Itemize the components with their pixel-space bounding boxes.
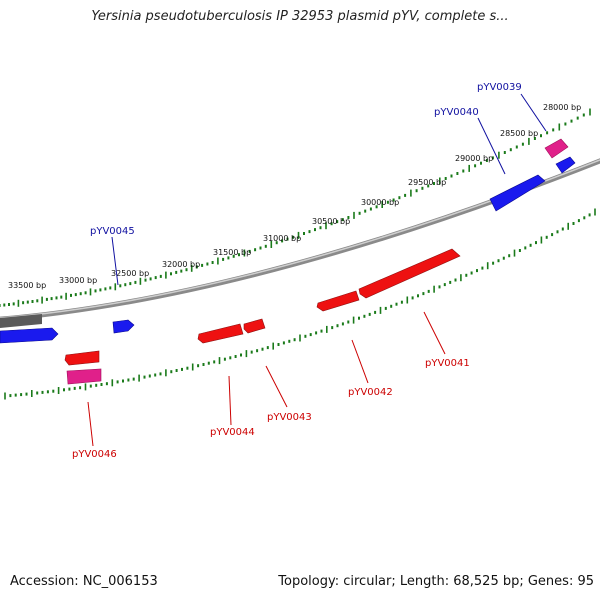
reverse-genes xyxy=(64,248,461,385)
topology-summary: Topology: circular; Length: 68,525 bp; G… xyxy=(278,574,594,589)
gene-label: pYV0043 xyxy=(267,412,312,423)
tick-labels: 28000 bp 28500 bp 29000 bp 29500 bp 3000… xyxy=(8,103,581,290)
gene-pYV0040[interactable] xyxy=(489,174,546,212)
tick-label: 33000 bp xyxy=(59,276,97,285)
forward-genes xyxy=(0,138,576,344)
gene-left-forward[interactable] xyxy=(0,327,59,344)
leader-lines xyxy=(87,93,547,447)
inner-tick-row xyxy=(4,208,596,400)
gene-pYV0041[interactable] xyxy=(358,248,461,299)
gene-pYV0042[interactable] xyxy=(316,290,360,312)
tick-label: 29000 bp xyxy=(455,154,493,163)
tick-label: 30500 bp xyxy=(312,217,350,226)
map-title: Yersinia pseudotuberculosis IP 32953 pla… xyxy=(91,9,509,24)
tick-label: 29500 bp xyxy=(408,178,446,187)
gene-label: pYV0044 xyxy=(210,427,255,438)
gene-label: pYV0040 xyxy=(434,107,479,118)
gene-pYV0046-lower[interactable] xyxy=(66,368,102,385)
gene-pYV0044[interactable] xyxy=(197,323,244,344)
tick-label: 28000 bp xyxy=(543,103,581,112)
gene-label: pYV0042 xyxy=(348,387,393,398)
tick-label: 31000 bp xyxy=(263,234,301,243)
tick-label: 33500 bp xyxy=(8,281,46,290)
gene-pYV0046-upper[interactable] xyxy=(64,350,100,366)
tick-label: 31500 bp xyxy=(213,248,251,257)
gene-label: pYV0045 xyxy=(90,226,135,237)
tick-label: 32000 bp xyxy=(162,260,200,269)
gene-pYV0045[interactable] xyxy=(112,319,135,334)
gene-pYV0039[interactable] xyxy=(555,156,576,174)
outer-tick-row xyxy=(0,108,591,307)
backbone-dark-segment xyxy=(0,314,42,328)
gene-other-pink[interactable] xyxy=(544,138,569,159)
gene-pYV0043[interactable] xyxy=(243,318,266,334)
gene-label: pYV0041 xyxy=(425,358,470,369)
tick-label: 28500 bp xyxy=(500,129,538,138)
tick-label: 32500 bp xyxy=(111,269,149,278)
gene-label: pYV0046 xyxy=(72,449,117,460)
gene-label: pYV0039 xyxy=(477,82,522,93)
gene-labels: pYV0039 pYV0040 pYV0045 pYV0041 pYV0042 … xyxy=(72,82,522,460)
tick-label: 30000 bp xyxy=(361,198,399,207)
accession-text: Accession: NC_006153 xyxy=(10,574,158,589)
